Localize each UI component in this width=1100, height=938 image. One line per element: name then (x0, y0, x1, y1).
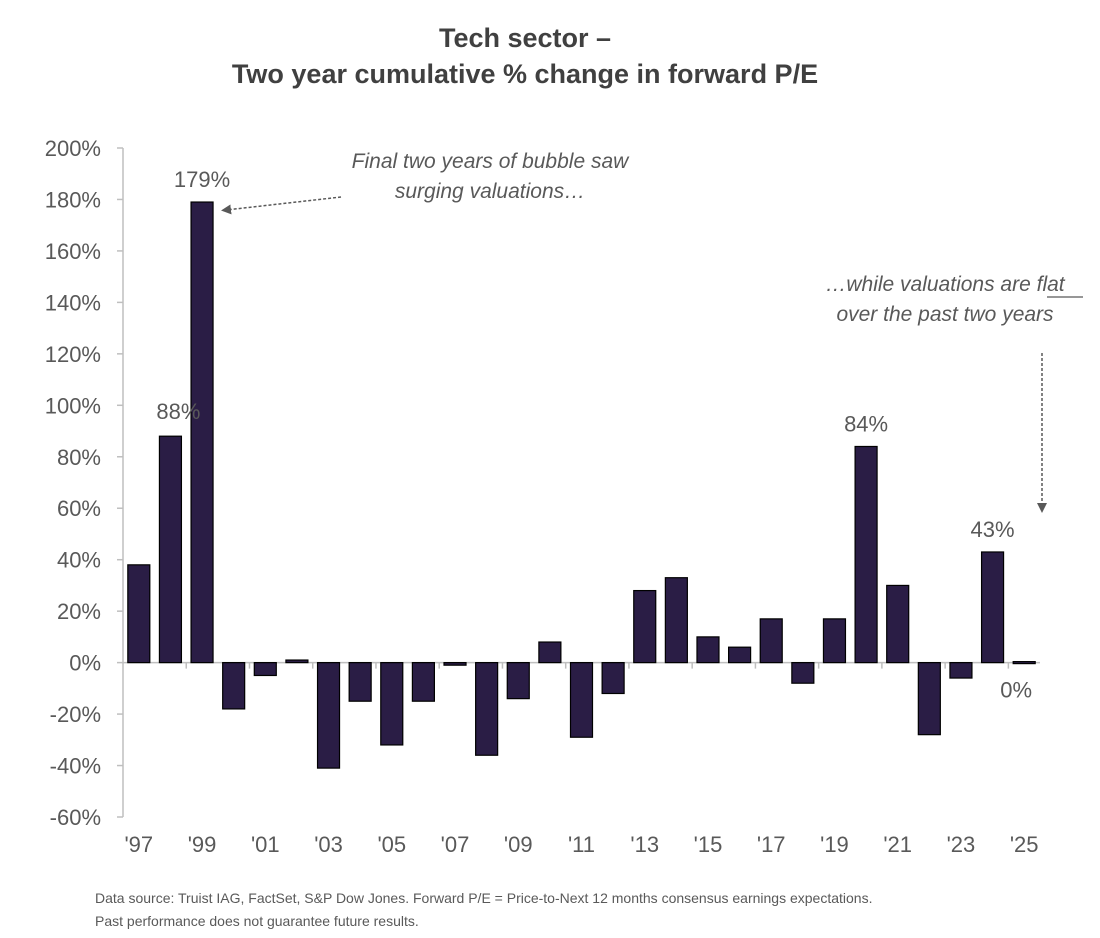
bar-2000 (222, 662, 246, 710)
data-label-2025: 0% (1000, 678, 1032, 703)
y-tick-label: 140% (45, 290, 101, 315)
x-tick-label: '01 (251, 832, 280, 857)
bar-2003 (316, 662, 341, 769)
annotation-flat-line1[interactable]: …while valuations are flat (825, 273, 1065, 296)
x-tick-label: '11 (568, 832, 595, 857)
annotation-flat-line2: over the past two years (836, 303, 1054, 326)
y-tick-label: -40% (50, 754, 101, 779)
bars (127, 201, 1036, 769)
annotation-bubble-line1: Final two years of bubble saw (352, 150, 630, 173)
bar-2023 (949, 662, 973, 679)
bar-2024 (980, 551, 1005, 664)
bar-2006 (411, 662, 435, 702)
annotation-bubble-arrow (221, 196, 342, 215)
bar-2018 (791, 662, 815, 684)
y-tick-label: 40% (57, 548, 101, 573)
x-tick-label: '15 (694, 832, 723, 857)
chart-title-line1: Tech sector – (438, 23, 612, 53)
bar-2020 (854, 445, 878, 664)
bar-2019 (822, 618, 847, 664)
x-tick-label: '03 (314, 832, 343, 857)
bar-2002 (285, 659, 309, 664)
bar-2025 (1012, 661, 1036, 665)
x-tick-label: '19 (820, 832, 849, 857)
data-labels: 88% 179% 84% 43% 0% (156, 167, 1032, 703)
bar-2007 (443, 662, 467, 666)
bar-2016 (728, 646, 752, 664)
y-tick-label: -20% (50, 702, 101, 727)
bar-2022 (917, 662, 941, 736)
data-label-2020: 84% (844, 411, 888, 436)
annotations: Final two years of bubble saw surging va… (221, 150, 1083, 513)
x-tick-label: '99 (188, 832, 217, 857)
bar-2017 (759, 618, 783, 664)
bar-2011 (569, 662, 594, 738)
y-tick-label: 20% (57, 599, 101, 624)
bar-2013 (633, 589, 657, 664)
data-label-1998: 88% (156, 399, 200, 424)
bar-1998 (158, 435, 183, 664)
annotation-flat-text: …while valuations are flat (825, 273, 1065, 296)
x-tick-label: '97 (124, 832, 153, 857)
y-tick-label: 200% (45, 136, 101, 161)
footnote-disclaimer: Past performance does not guarantee futu… (95, 913, 419, 929)
footnote-source: Data source: Truist IAG, FactSet, S&P Do… (95, 890, 873, 906)
bar-2010 (538, 641, 562, 664)
x-tick-label: '07 (441, 832, 470, 857)
y-tick-label: 0% (69, 651, 101, 676)
footnote: Data source: Truist IAG, FactSet, S&P Do… (95, 887, 872, 933)
bar-2014 (664, 577, 688, 664)
bar-2005 (380, 662, 404, 746)
x-tick-label: '21 (883, 832, 912, 857)
y-tick-label: -60% (50, 805, 101, 830)
bar-2009 (506, 662, 530, 700)
annotation-bubble-line2: surging valuations… (395, 180, 585, 203)
bar-2021 (886, 584, 910, 664)
x-tick-label: '09 (504, 832, 533, 857)
y-tick-label: 60% (57, 496, 101, 521)
bar-2001 (253, 662, 277, 677)
bar-1997 (127, 564, 151, 664)
y-tick-label: 160% (45, 239, 101, 264)
bar-chart: 200% 180% 160% 140% 120% 100% 80% 60% 40% 20% 0% -2… (45, 136, 1083, 857)
x-tick-label: '25 (1010, 832, 1039, 857)
data-label-2024: 43% (971, 517, 1015, 542)
y-tick-label: 80% (57, 445, 101, 470)
chart-title: Tech sector – Two year cumulative % chan… (0, 20, 1050, 92)
chart-title-line2: Two year cumulative % change in forward … (231, 59, 819, 89)
y-tick-label: 100% (45, 393, 101, 418)
x-tick-label: '23 (947, 832, 976, 857)
x-tick-label: '13 (630, 832, 659, 857)
data-label-1999: 179% (174, 167, 230, 192)
x-tick-label: '17 (757, 832, 786, 857)
bar-1999 (190, 201, 214, 664)
x-tick-label: '05 (377, 832, 406, 857)
y-tick-label: 120% (45, 342, 101, 367)
y-axis: 200% 180% 160% 140% 120% 100% 80% 60% 40% 20% 0% -2… (45, 136, 124, 830)
bar-2008 (475, 662, 499, 756)
bar-2015 (696, 636, 720, 664)
y-tick-label: 180% (45, 187, 101, 212)
bar-2012 (601, 662, 625, 695)
bar-2004 (348, 662, 372, 702)
